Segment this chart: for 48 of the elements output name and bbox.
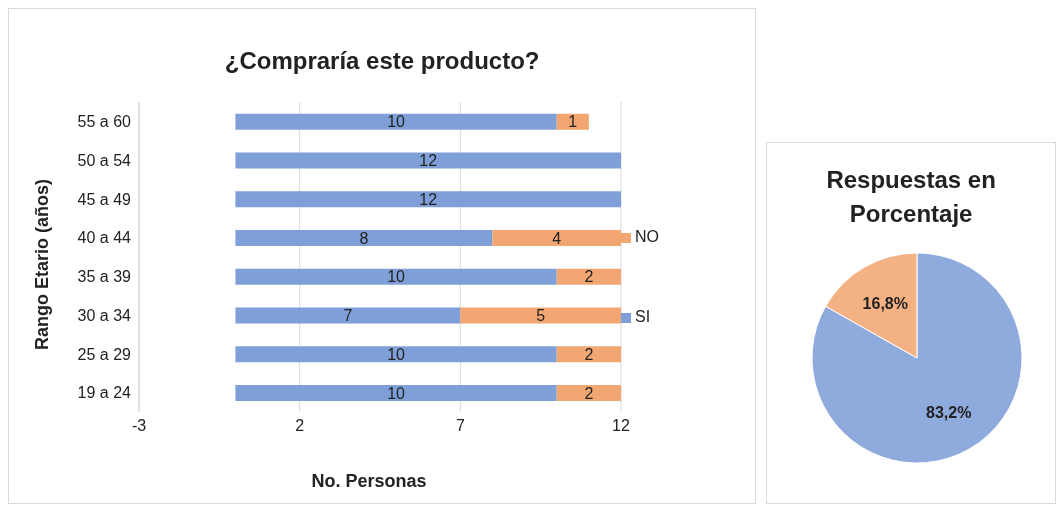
bar	[235, 113, 557, 130]
bar	[556, 384, 621, 401]
pie-slice	[811, 252, 1023, 464]
data-label: 10	[387, 345, 406, 363]
y-tick-label: 35 a 39	[77, 268, 132, 286]
x-tick-label: 7	[455, 417, 465, 435]
bar	[235, 268, 557, 285]
bar	[235, 191, 621, 208]
data-label: 12	[419, 152, 438, 170]
chart-title: Respuestas en Porcentaje	[825, 165, 997, 229]
bar	[235, 229, 493, 246]
data-label: 10	[387, 113, 406, 131]
bar	[556, 113, 589, 130]
bar	[235, 152, 621, 169]
y-tick-label: 40 a 44	[77, 229, 132, 247]
data-label: 1	[568, 113, 578, 131]
x-tick-label: 12	[612, 417, 630, 435]
x-axis-title: No. Personas	[310, 471, 428, 492]
data-label: 16,8%	[862, 295, 909, 313]
y-tick-label: 50 a 54	[77, 151, 132, 169]
y-tick-label: 25 a 29	[77, 345, 132, 363]
x-tick-label: -3	[131, 417, 147, 435]
data-label: 2	[584, 384, 594, 402]
data-label: 83,2%	[926, 403, 972, 421]
y-tick-label: 45 a 49	[77, 190, 132, 208]
chart-title: ¿Compraría este producto?	[223, 47, 541, 75]
data-label: 12	[419, 190, 438, 208]
legend-label: SI	[635, 308, 651, 325]
bar	[235, 307, 461, 324]
bar	[556, 268, 621, 285]
bar	[556, 346, 621, 363]
data-label: 4	[552, 229, 562, 247]
bar	[235, 346, 557, 363]
bar	[460, 307, 621, 324]
legend-label: NO	[635, 228, 659, 245]
data-label: 2	[584, 268, 594, 286]
x-tick-label: 2	[295, 417, 305, 435]
data-label: 2	[584, 345, 594, 363]
data-label: 10	[387, 384, 406, 402]
y-axis-title: Rango Etario (años)	[31, 178, 53, 350]
y-tick-label: 55 a 60	[77, 113, 132, 131]
data-label: 5	[536, 307, 546, 325]
bar	[235, 384, 557, 401]
data-label: 8	[359, 229, 369, 247]
y-tick-label: 19 a 24	[77, 384, 132, 402]
y-tick-label: 30 a 34	[77, 306, 132, 324]
data-label: 10	[387, 268, 406, 286]
data-label: 7	[343, 307, 353, 325]
